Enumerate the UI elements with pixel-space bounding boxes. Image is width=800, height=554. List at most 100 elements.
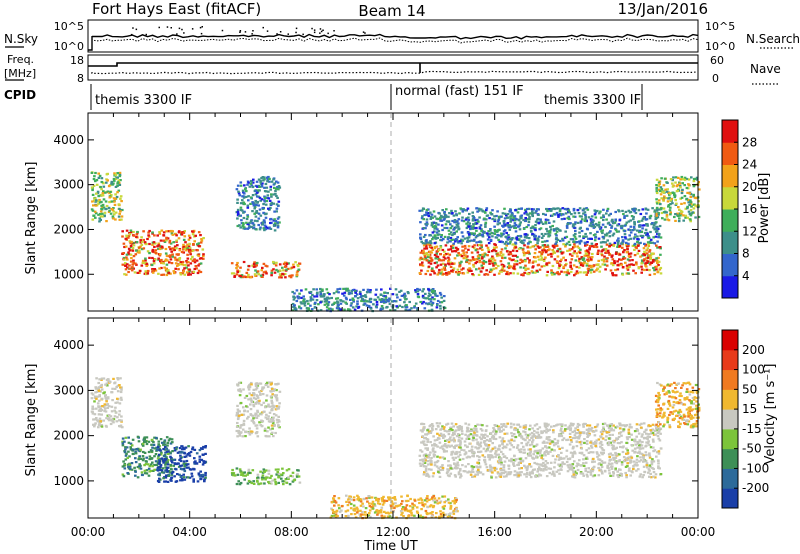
scatter-cell [181,272,185,275]
scatter-cell [277,407,280,410]
scatter-cell [585,449,588,452]
scatter-cell [236,417,240,421]
scatter-cell [188,468,192,471]
scatter-cell [242,474,245,477]
scatter-cell [256,200,259,204]
scatter-cell [471,218,475,221]
scatter-cell [107,414,111,417]
scatter-cell [236,269,239,272]
scatter-cell [509,258,512,261]
scatter-cell [153,463,156,467]
scatter-cell [571,238,575,241]
scatter-cell [523,212,526,215]
scatter-cell [261,273,265,276]
scatter-cell [684,216,687,219]
scatter-cell [475,430,479,433]
scatter-cell [443,210,446,214]
scatter-cell [146,272,150,275]
scatter-cell [263,229,266,232]
scatter-cell [161,441,164,444]
scatter-cell [627,242,630,245]
scatter-cell [594,211,598,214]
scatter-cell [121,426,124,429]
scatter-cell [554,233,558,236]
scatter-cell [558,263,561,266]
scatter-cell [141,261,145,264]
scatter-cell [138,269,142,273]
scatter-cell [149,449,153,452]
scatter-cell [644,252,647,255]
scatter-cell [263,482,266,485]
scatter-cell [276,181,280,184]
scatter-cell [608,231,611,234]
scatter-cell [246,222,249,226]
scatter-cell [476,251,480,254]
scatter-cell [658,439,662,442]
scatter-cell [101,215,104,218]
scatter-cell [128,467,132,470]
scatter-cell [519,247,522,250]
scatter-cell [245,394,249,398]
scatter-cell [481,248,484,251]
scatter-cell [350,289,353,292]
scatter-cell [665,190,669,193]
scatter-cell [468,262,471,265]
scatter-cell [526,257,529,260]
scatter-cell [572,252,575,255]
scatter-cell [156,234,159,237]
scatter-cell [258,185,261,188]
scatter-cell [433,461,437,464]
scatter-cell [519,221,522,224]
scatter-cell [382,298,385,301]
scatter-cell [349,298,352,301]
scatter-cell [474,219,477,222]
scatter-cell [401,305,404,309]
scatter-cell [653,221,657,224]
scatter-cell [262,410,266,413]
scatter-cell [280,477,283,480]
scatter-cell [639,212,643,216]
scatter-cell [423,213,426,217]
scatter-cell [585,252,589,255]
scatter-cell [418,462,422,465]
scatter-cell [153,268,157,271]
scatter-cell [148,455,152,458]
scatter-cell [104,208,107,211]
scatter-cell [327,297,331,300]
scatter-cell [187,273,190,276]
scatter-cell [266,430,269,433]
scatter-cell [638,445,642,448]
scatter-cell [144,472,147,475]
scatter-cell [175,448,178,451]
scatter-cell [176,244,179,247]
scatter-cell [260,389,263,393]
scatter-cell [514,260,517,263]
scatter-cell [540,252,544,256]
scatter-cell [497,238,500,241]
scatter-cell [685,198,688,201]
scatter-cell [249,202,252,205]
scatter-cell [459,207,462,210]
scatter-cell [315,299,319,302]
scatter-cell [410,307,413,310]
scatter-cell [97,387,100,390]
scatter-cell [395,305,398,308]
scatter-cell [124,454,128,457]
scatter-cell [657,181,661,184]
scatter-cell [97,213,100,216]
scatter-cell [321,288,324,291]
scatter-cell [260,176,263,180]
scatter-cell [632,269,635,272]
scatter-cell [424,302,428,305]
scatter-cell [587,237,590,240]
scatter-cell [143,438,146,441]
scatter-cell [260,413,263,416]
scatter-cell [427,208,430,211]
scatter-cell [505,240,508,244]
scatter-cell [268,226,271,229]
scatter-cell [549,450,552,453]
scatter-cell [623,216,626,219]
scatter-cell [256,435,260,438]
nsky-spike [200,32,203,35]
